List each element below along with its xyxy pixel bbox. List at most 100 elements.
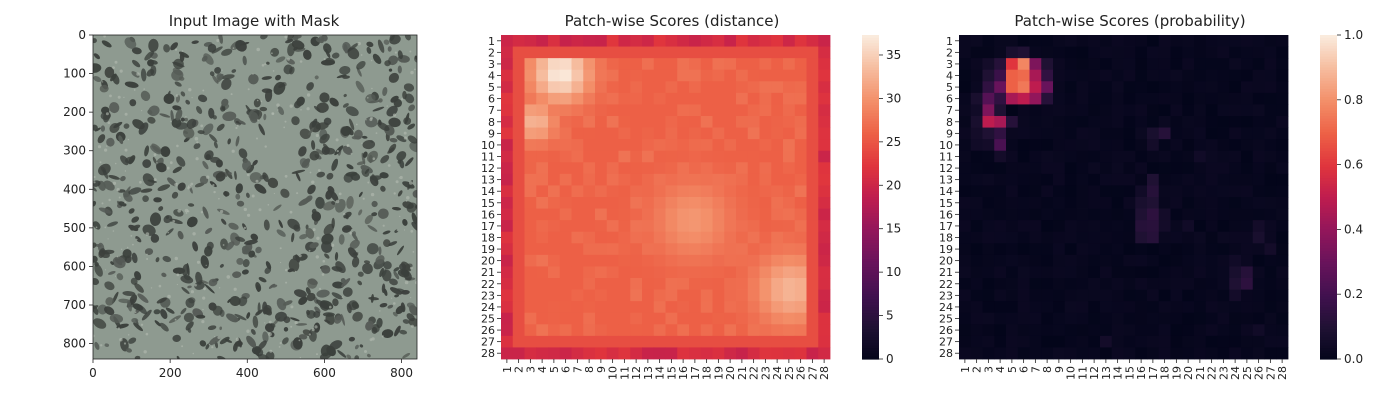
- image-highlight: [145, 332, 149, 336]
- probability-row-label: 19: [939, 243, 953, 256]
- distance-colorbar-segment: [862, 356, 879, 360]
- distance-cell: [771, 139, 784, 152]
- distance-cell: [724, 139, 737, 152]
- image-highlight: [176, 283, 178, 286]
- distance-cell: [630, 231, 643, 244]
- image-speckle: [208, 107, 215, 119]
- distance-cell: [783, 289, 796, 302]
- probability-cell: [1229, 335, 1242, 348]
- distance-cell: [700, 220, 713, 233]
- image-highlight: [311, 328, 315, 332]
- distance-cell: [700, 243, 713, 256]
- distance-cell: [501, 243, 514, 256]
- image-highlight: [104, 269, 107, 271]
- probability-cell: [1229, 231, 1242, 244]
- probability-cell: [1205, 150, 1218, 163]
- distance-cell: [771, 127, 784, 140]
- probability-cell: [1264, 150, 1277, 163]
- probability-cell: [1135, 301, 1148, 314]
- distance-cell: [583, 127, 596, 140]
- probability-cell: [1182, 150, 1195, 163]
- probability-cell: [982, 197, 995, 209]
- probability-cell: [1252, 162, 1265, 175]
- image-speckle: [357, 271, 364, 277]
- probability-cell: [1194, 35, 1207, 47]
- probability-colorbar-segment: [1320, 269, 1337, 274]
- image-speckle: [110, 73, 117, 82]
- distance-cell: [806, 69, 819, 82]
- image-speckle: [266, 61, 270, 65]
- distance-cell: [794, 81, 807, 94]
- probability-cell: [1111, 35, 1124, 47]
- probability-cell: [994, 289, 1007, 302]
- distance-cell: [642, 231, 655, 244]
- probability-cell: [1205, 324, 1218, 337]
- distance-cell: [536, 58, 549, 71]
- probability-cell: [1264, 324, 1277, 337]
- probability-cell: [1264, 58, 1277, 71]
- probability-cell: [1123, 69, 1136, 82]
- image-highlight: [146, 258, 149, 260]
- distance-cell: [536, 35, 549, 47]
- distance-cell: [806, 243, 819, 256]
- image-highlight: [336, 150, 339, 153]
- probability-cell: [1076, 254, 1089, 267]
- distance-cell: [759, 289, 772, 302]
- image-highlight: [370, 192, 375, 197]
- image-speckle: [178, 51, 190, 58]
- probability-cell: [1053, 35, 1066, 47]
- distance-cell: [665, 139, 678, 152]
- probability-cell: [1252, 312, 1265, 325]
- distance-colorbar-segment: [862, 180, 879, 185]
- probability-cell: [1041, 173, 1054, 186]
- image-highlight: [220, 209, 224, 214]
- image-highlight: [200, 211, 204, 214]
- probability-colorbar-segment: [1320, 207, 1337, 212]
- distance-cell: [653, 162, 666, 175]
- image-highlight: [202, 89, 205, 92]
- probability-cell: [1241, 127, 1254, 140]
- image-speckle: [204, 227, 213, 235]
- distance-cell: [559, 197, 572, 209]
- image-speckle: [295, 323, 308, 326]
- image-speckle: [397, 245, 404, 256]
- image-speckle: [283, 300, 293, 306]
- image-speckle: [277, 106, 285, 116]
- distance-cell: [665, 243, 678, 256]
- probability-colorbar-segment: [1320, 251, 1337, 255]
- distance-cell: [794, 324, 807, 337]
- distance-cell: [783, 197, 796, 209]
- probability-cell: [1252, 139, 1265, 152]
- image-highlight: [287, 57, 290, 61]
- image-speckle: [348, 118, 355, 131]
- distance-cell: [806, 254, 819, 267]
- probability-cell: [994, 347, 1007, 360]
- distance-cell: [818, 278, 831, 290]
- distance-cell: [700, 266, 713, 279]
- probability-cell: [1147, 104, 1160, 117]
- probability-cell: [1100, 312, 1113, 325]
- distance-cell: [806, 116, 819, 128]
- distance-colorbar-segment: [862, 188, 879, 193]
- image-speckle: [371, 324, 380, 333]
- distance-cell: [501, 162, 514, 175]
- probability-cell: [1076, 46, 1089, 59]
- distance-cell: [524, 81, 537, 94]
- image-speckle: [313, 310, 321, 318]
- input-image-title: Input Image with Mask: [169, 12, 340, 30]
- image-speckle: [122, 249, 132, 259]
- probability-cell: [1194, 312, 1207, 325]
- image-highlight: [141, 110, 143, 112]
- image-highlight: [187, 210, 190, 213]
- image-speckle: [319, 301, 329, 311]
- distance-cell: [689, 243, 702, 256]
- probability-cell: [1264, 289, 1277, 302]
- image-speckle: [379, 172, 389, 179]
- image-speckle: [399, 329, 408, 335]
- probability-cell: [1217, 69, 1230, 82]
- image-speckle: [299, 158, 310, 169]
- distance-colorbar-segment: [862, 161, 879, 166]
- image-speckle: [246, 335, 257, 348]
- probability-row-label: 23: [939, 289, 953, 302]
- distance-cell: [771, 185, 784, 198]
